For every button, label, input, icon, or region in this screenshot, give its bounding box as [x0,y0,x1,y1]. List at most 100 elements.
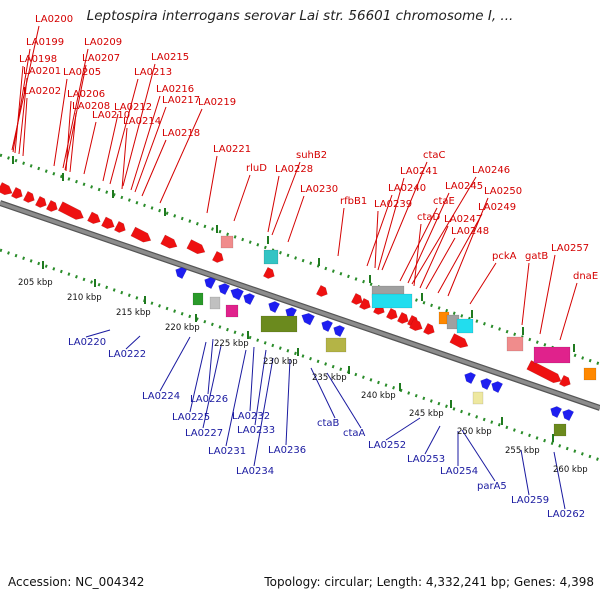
forward-gene-label[interactable]: LA0247 [444,214,482,225]
reverse-gene[interactable] [560,407,575,422]
forward-gene-label[interactable]: LA0207 [82,53,120,64]
forward-gene-label[interactable]: LA0206 [67,89,105,100]
forward-gene-label[interactable]: LA0257 [551,243,589,254]
gene-box[interactable] [260,315,298,333]
reverse-gene-label[interactable]: LA0236 [268,445,306,456]
gene-box[interactable] [209,296,221,310]
forward-gene-label[interactable]: ctaC [423,150,446,161]
gene-box[interactable] [506,336,524,352]
reverse-gene-label[interactable]: LA0232 [232,411,270,422]
gene-box[interactable] [225,304,239,318]
reverse-gene[interactable] [331,323,346,338]
reverse-gene-label[interactable]: LA0234 [236,466,274,477]
forward-gene[interactable] [396,311,410,325]
forward-gene-label[interactable]: rfbB1 [340,196,367,207]
forward-gene-label[interactable]: LA0209 [84,37,122,48]
forward-gene[interactable] [101,216,116,231]
reverse-gene[interactable] [266,299,281,314]
reverse-gene-label[interactable]: LA0253 [407,454,445,465]
gene-box[interactable] [263,249,279,265]
reverse-gene[interactable] [173,265,188,280]
forward-gene-label[interactable]: LA0248 [451,226,489,237]
reverse-gene-label[interactable]: LA0226 [190,394,228,405]
forward-gene-label[interactable]: LA0201 [23,66,61,77]
forward-gene-label[interactable]: LA0245 [445,181,483,192]
forward-gene-label[interactable]: LA0208 [72,101,110,112]
forward-gene[interactable] [57,201,86,223]
forward-gene-label[interactable]: LA0216 [156,84,194,95]
forward-gene[interactable] [87,211,102,226]
reverse-gene[interactable] [478,376,493,391]
forward-gene[interactable] [160,234,180,251]
reverse-gene[interactable] [319,318,334,333]
forward-gene[interactable] [315,284,329,298]
forward-gene[interactable] [34,195,48,209]
reverse-gene-label[interactable]: LA0259 [511,495,549,506]
forward-gene-label[interactable]: LA0202 [23,86,61,97]
forward-gene[interactable] [358,297,372,311]
forward-gene-label[interactable]: LA0199 [26,37,64,48]
forward-gene-label[interactable]: ctaD [417,212,441,223]
forward-gene-label[interactable]: LA0200 [35,14,73,25]
gene-box[interactable] [192,292,204,306]
forward-gene-label[interactable]: LA0228 [275,164,313,175]
reverse-gene-label[interactable]: parA5 [477,481,507,492]
reverse-gene-label[interactable]: LA0252 [368,440,406,451]
forward-gene[interactable] [422,322,436,336]
forward-gene-label[interactable]: rluD [246,163,267,174]
forward-gene-label[interactable]: LA0205 [63,67,101,78]
reverse-gene[interactable] [489,379,504,394]
reverse-gene-label[interactable]: LA0222 [108,349,146,360]
gene-box[interactable] [325,337,347,353]
forward-gene-label[interactable]: LA0250 [484,186,522,197]
gene-box[interactable] [533,346,571,364]
gene-box[interactable] [583,367,597,381]
reverse-gene-label[interactable]: LA0227 [185,428,223,439]
gene-box[interactable] [371,293,413,309]
forward-gene[interactable] [186,239,208,256]
gene-box[interactable] [220,235,234,249]
forward-gene[interactable] [385,307,399,321]
forward-gene-label[interactable]: LA0212 [114,102,152,113]
forward-gene-label[interactable]: LA0246 [472,165,510,176]
forward-gene[interactable] [558,374,572,388]
forward-gene[interactable] [262,266,276,280]
forward-gene[interactable] [211,250,225,264]
forward-gene[interactable] [0,182,15,197]
reverse-gene-label[interactable]: LA0224 [142,391,180,402]
forward-gene[interactable] [130,226,153,245]
forward-gene-label[interactable]: LA0218 [162,128,200,139]
forward-gene-label[interactable]: LA0221 [213,144,251,155]
forward-gene-label[interactable]: suhB2 [296,150,327,161]
forward-gene[interactable] [409,318,424,333]
reverse-gene[interactable] [216,281,231,296]
reverse-gene-label[interactable]: ctaB [317,418,340,429]
reverse-gene[interactable] [548,404,563,419]
forward-gene[interactable] [45,199,59,213]
reverse-gene[interactable] [462,370,477,385]
forward-gene-label[interactable]: LA0249 [478,202,516,213]
forward-gene-label[interactable]: dnaE [573,271,598,282]
gene-box[interactable] [456,318,474,334]
forward-gene[interactable] [113,220,127,234]
forward-gene-label[interactable]: LA0241 [400,166,438,177]
forward-gene-label[interactable]: LA0198 [19,54,57,65]
forward-gene[interactable] [449,333,471,350]
forward-gene-label[interactable]: LA0217 [162,95,200,106]
forward-gene[interactable] [22,190,36,204]
gene-box[interactable] [553,423,567,437]
forward-gene-label[interactable]: LA0230 [300,184,338,195]
reverse-gene[interactable] [241,291,256,306]
reverse-gene-label[interactable]: LA0231 [208,446,246,457]
gene-box[interactable] [472,391,484,405]
forward-gene-label[interactable]: ctaE [433,196,455,207]
forward-gene[interactable] [350,292,364,306]
forward-gene-label[interactable]: LA0219 [198,97,236,108]
reverse-gene-label[interactable]: LA0262 [547,509,585,520]
forward-gene-label[interactable]: gatB [525,251,548,262]
reverse-gene-label[interactable]: LA0220 [68,337,106,348]
forward-gene[interactable] [10,186,24,200]
reverse-gene[interactable] [202,275,217,290]
forward-gene-label[interactable]: pckA [492,251,517,262]
reverse-gene-label[interactable]: ctaA [343,428,366,439]
